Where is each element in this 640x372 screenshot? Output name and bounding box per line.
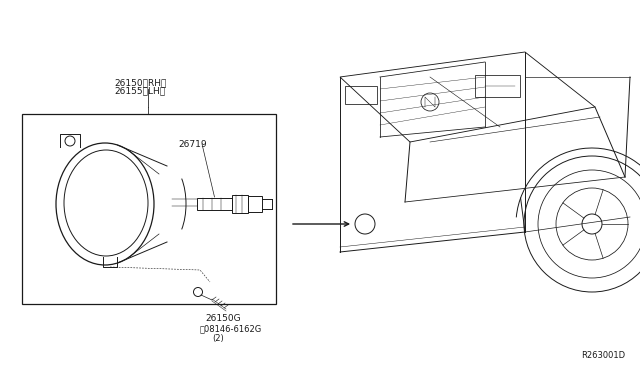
Text: 26155〈LH〉: 26155〈LH〉 [114, 86, 165, 95]
Bar [248, 196, 262, 212]
Text: 26150G: 26150G [205, 314, 241, 323]
Text: 26150〈RH〉: 26150〈RH〉 [114, 78, 166, 87]
Bar [475, 75, 520, 97]
Bar [197, 198, 232, 210]
Bar [22, 114, 276, 304]
Bar [232, 195, 248, 213]
Text: 26719: 26719 [178, 140, 207, 148]
Bar [345, 86, 377, 104]
Text: Ⓒ08146-6162G: Ⓒ08146-6162G [200, 324, 262, 333]
Text: (2): (2) [212, 334, 224, 343]
Text: R263001D: R263001D [581, 351, 625, 360]
